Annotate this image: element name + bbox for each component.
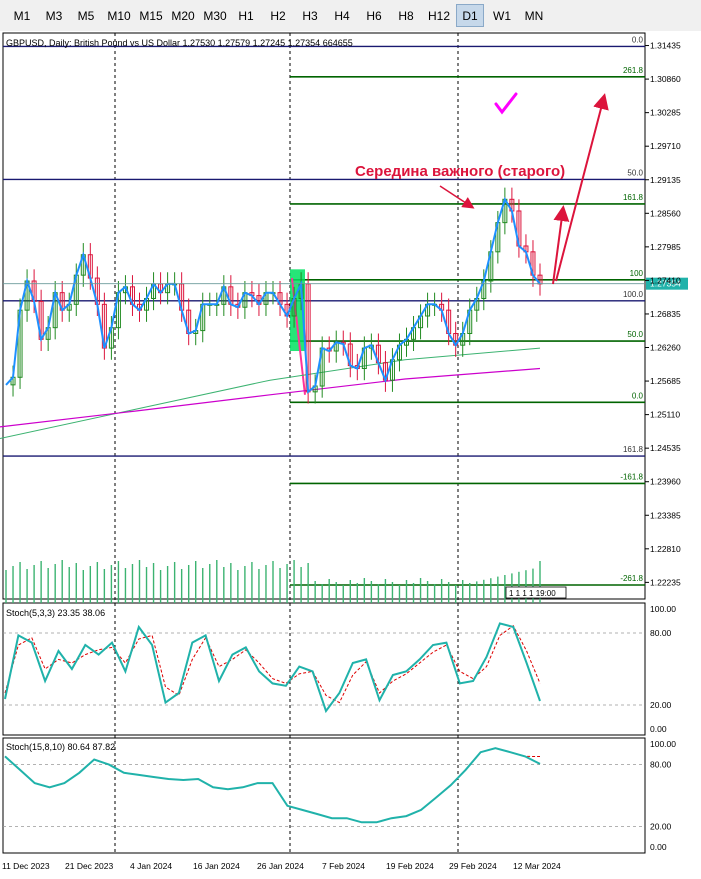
timeframe-m15[interactable]: M15 xyxy=(139,9,163,23)
fib-green-label: 261.8 xyxy=(623,66,644,75)
stoch1-signal-line xyxy=(4,625,541,704)
price-tick-label: 1.26835 xyxy=(650,309,681,319)
timeframe-h12[interactable]: H12 xyxy=(427,9,450,23)
stoch1-tick: 20.00 xyxy=(650,700,672,710)
pane-frame-0 xyxy=(2,32,646,600)
forecast-arrow-1 xyxy=(552,205,570,285)
timeframe-m3[interactable]: M3 xyxy=(45,9,63,23)
timeframe-m5[interactable]: M5 xyxy=(77,9,95,23)
timeframe-mn[interactable]: MN xyxy=(524,9,544,23)
moving-average-magenta xyxy=(0,367,541,428)
price-line xyxy=(5,196,541,394)
price-tick-label: 1.24535 xyxy=(650,443,681,453)
price-tick-label: 1.29135 xyxy=(650,175,681,185)
price-tick-label: 1.25685 xyxy=(650,376,681,386)
stoch1-tick: 0.00 xyxy=(650,724,667,734)
fib-green-label: 50.0 xyxy=(627,330,643,339)
timeframe-h3[interactable]: H3 xyxy=(302,9,318,23)
stoch1-tick: 80.00 xyxy=(650,628,672,638)
price-tick-label: 1.22235 xyxy=(650,577,681,587)
fib-navy-label: 50.0 xyxy=(627,168,643,177)
price-tick-label: 1.30860 xyxy=(650,74,681,84)
timeframe-m1[interactable]: M1 xyxy=(13,9,31,23)
timeframe-m30[interactable]: M30 xyxy=(203,9,227,23)
current-price-badge xyxy=(646,277,688,290)
chart-canvas: 0.0 50.0 100.0 161.8 261.8 161.8 100 50.0 0.0 -16… xyxy=(0,31,701,879)
tooltip-box xyxy=(505,586,567,599)
price-tick-label: 1.26260 xyxy=(650,343,681,353)
stoch2-tick: 0.00 xyxy=(650,842,667,852)
price-tick-label: 1.23385 xyxy=(650,510,681,520)
timeframe-m10[interactable]: M10 xyxy=(107,9,131,23)
fib-navy-label: 161.8 xyxy=(623,445,644,454)
price-tick-label: 1.29710 xyxy=(650,141,681,151)
price-tick-label: 1.23960 xyxy=(650,477,681,487)
checkmark-icon xyxy=(494,92,518,115)
stoch1-header: Stoch(5,3,3) 23.35 38.06 xyxy=(6,608,105,618)
timeframe-h2[interactable]: H2 xyxy=(270,9,286,23)
tooltip-text: 1 1 1 1 19:00 xyxy=(509,589,556,598)
moving-average-green xyxy=(0,347,541,439)
price-tick-label: 1.25110 xyxy=(650,410,680,420)
stoch2-tick: 80.00 xyxy=(650,760,672,770)
timeframe-h8[interactable]: H8 xyxy=(398,9,414,23)
stoch2-main-line xyxy=(4,747,541,824)
pane-frame-1 xyxy=(2,602,646,736)
stoch1-main-line xyxy=(4,622,541,714)
date-label: 19 Feb 2024 xyxy=(386,861,434,871)
date-label: 29 Feb 2024 xyxy=(449,861,497,871)
forecast-arrow-2 xyxy=(555,93,609,282)
price-tick-label: 1.27985 xyxy=(650,242,681,252)
fib-green-label: -261.8 xyxy=(620,574,643,583)
date-label: 7 Feb 2024 xyxy=(322,861,365,871)
stoch2-tick: 20.00 xyxy=(650,821,672,831)
date-label: 16 Jan 2024 xyxy=(193,861,240,871)
fib-green-label: 0.0 xyxy=(632,391,644,400)
fib-navy-label: 100.0 xyxy=(623,290,644,299)
stoch2-tick: 100.00 xyxy=(650,739,676,749)
price-tick-label: 1.22810 xyxy=(650,544,681,554)
price-tick-label: 1.28560 xyxy=(650,208,681,218)
fib-navy-label: 0.0 xyxy=(632,35,644,44)
timeframe-h1[interactable]: H1 xyxy=(238,9,254,23)
timeframe-toolbar: M1 M3 M5 M10 M15 M20 M30 H1 H2 H3 H4 H6 H8 H12 D1 W1 MN xyxy=(0,0,701,32)
timeframe-m20[interactable]: M20 xyxy=(171,9,195,23)
timeframe-h4[interactable]: H4 xyxy=(334,9,350,23)
date-label: 21 Dec 2023 xyxy=(65,861,113,871)
annotation-arrow xyxy=(439,185,475,209)
date-label: 11 Dec 2023 xyxy=(2,861,50,871)
price-tick-label: 1.31435 xyxy=(650,41,681,51)
date-label: 12 Mar 2024 xyxy=(513,861,561,871)
date-label: 4 Jan 2024 xyxy=(130,861,172,871)
timeframe-w1[interactable]: W1 xyxy=(493,9,511,23)
chart-header: GBPUSD, Daily: British Pound vs US Dolla… xyxy=(6,38,353,48)
annotation-text: Середина важного (старого) xyxy=(355,163,565,180)
stoch2-header: Stoch(15,8,10) 80.64 87.82 xyxy=(6,742,115,752)
current-price-text: 1.27354 xyxy=(650,279,681,289)
timeframe-d1[interactable]: D1 xyxy=(456,4,484,27)
price-tick-label: 1.27410 xyxy=(650,275,681,285)
stoch1-tick: 100.00 xyxy=(650,604,676,614)
fib-green-label: 100 xyxy=(630,269,644,278)
price-tick-label: 1.30285 xyxy=(650,108,681,118)
date-label: 26 Jan 2024 xyxy=(257,861,304,871)
timeframe-h6[interactable]: H6 xyxy=(366,9,382,23)
fib-green-label: -161.8 xyxy=(620,472,643,481)
fib-green-label: 161.8 xyxy=(623,193,644,202)
pane-frame-2 xyxy=(2,737,646,854)
